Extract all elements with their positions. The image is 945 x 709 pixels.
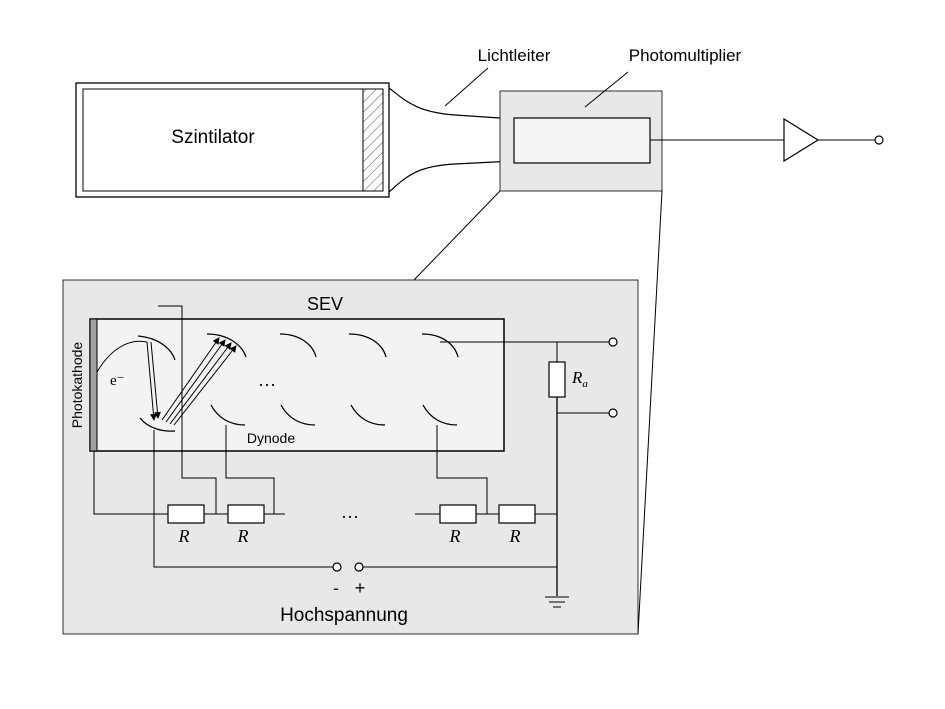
zoom-line-right: [637, 190, 663, 635]
divider-resistor: [227, 504, 265, 524]
dynode: [139, 417, 176, 432]
dynode: [350, 404, 386, 426]
light-guide: Lichtleiter: [388, 46, 551, 193]
anode-resistor-label: Ra: [571, 368, 588, 390]
electron-label: e⁻: [110, 373, 125, 389]
scintillator: Szintilator: [75, 82, 390, 198]
resistor-chain: … R R R R: [166, 502, 557, 546]
divider-resistor: [498, 504, 536, 524]
dynode-label: Dynode: [247, 430, 295, 446]
scintillator-label: Szintilator: [171, 127, 255, 148]
photomultiplier-housing: Photomultiplier: [499, 46, 742, 192]
output-terminal-icon: [874, 135, 884, 145]
amplifier-icon: [783, 117, 820, 163]
dynode: [422, 404, 458, 426]
photomultiplier-tube: [513, 117, 651, 164]
zoom-line-left: [413, 190, 501, 281]
output-amplifier: [650, 117, 884, 163]
ground-side-terminal-icon: [608, 408, 618, 418]
hatched-window: [362, 88, 384, 192]
photocathode-label: Photokathode: [69, 342, 85, 429]
divider-resistor: [439, 504, 477, 524]
dynode: [206, 333, 247, 358]
divider-resistor: [167, 504, 205, 524]
sev-detail-panel: SEV Photokathode e⁻ … Dynode: [62, 279, 639, 635]
resistor-label: R: [449, 526, 461, 546]
electron-cascade-arrows: [146, 337, 237, 426]
minus-label: -: [333, 578, 339, 598]
anode-output: Ra: [440, 337, 618, 608]
anode-resistor: [548, 361, 566, 398]
ground-icon: [545, 596, 569, 608]
photocathode: [89, 318, 98, 452]
dynode: [421, 333, 459, 358]
high-voltage-label: Hochspannung: [280, 605, 408, 626]
resistor-label: R: [509, 526, 521, 546]
plus-label: +: [355, 578, 366, 598]
negative-terminal-icon: [332, 562, 342, 572]
resistor-label: R: [237, 526, 249, 546]
positive-terminal-icon: [354, 562, 364, 572]
light-guide-label: Lichtleiter: [478, 46, 551, 65]
photomultiplier-label: Photomultiplier: [629, 46, 742, 65]
dynode: [279, 333, 317, 358]
dynode: [137, 335, 176, 361]
photomultiplier-leader-line: [584, 71, 629, 108]
dynode-wiring: [93, 305, 488, 568]
high-voltage-supply: - + Hochspannung: [280, 562, 557, 626]
resistor-ellipsis: …: [341, 502, 359, 522]
dynode: [210, 404, 246, 426]
resistor-label: R: [178, 526, 190, 546]
dynode: [280, 404, 316, 426]
light-guide-leader-line: [444, 67, 489, 107]
anode-terminal-icon: [608, 337, 618, 347]
dynode: [348, 333, 387, 358]
sev-label: SEV: [307, 294, 343, 314]
dynode-ellipsis: …: [258, 370, 276, 390]
